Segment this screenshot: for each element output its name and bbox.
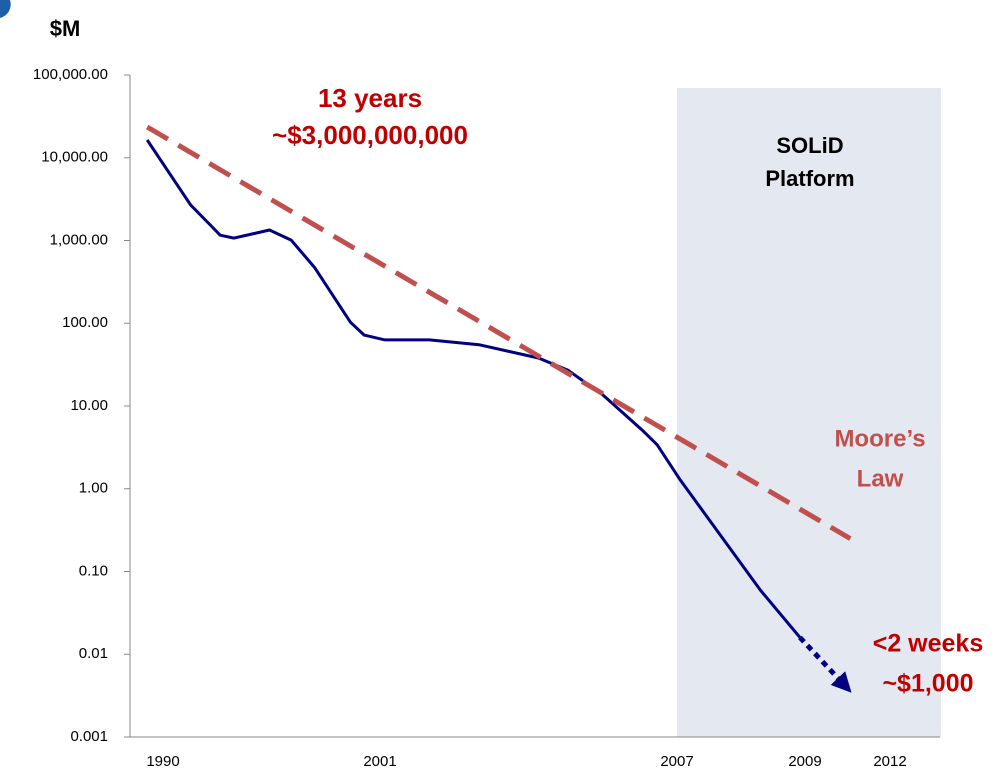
y-tick-label: 100.00: [62, 314, 108, 331]
x-tick-label: 1990: [146, 753, 179, 770]
annotation: ~$3,000,000,000: [272, 120, 468, 150]
x-tick-label: 2001: [363, 753, 396, 770]
y-tick-label: 10,000.00: [41, 149, 108, 166]
annotation: Law: [857, 465, 904, 492]
corner-decoration: [0, 0, 11, 18]
y-tick-label: 0.10: [79, 562, 108, 579]
annotation: ~$1,000: [882, 670, 973, 698]
y-tick-label: 100,000.00: [33, 66, 108, 83]
y-tick-label: 1.00: [79, 480, 108, 497]
series-line: [145, 139, 802, 639]
annotation: 13 years: [318, 83, 422, 113]
annotation: <2 weeks: [873, 630, 984, 658]
y-tick-label: 0.001: [70, 728, 108, 745]
annotation: Moore’s: [834, 425, 925, 452]
x-tick-label: 2007: [660, 753, 693, 770]
y-tick-label: 1,000.00: [50, 231, 108, 248]
region-label: Platform: [765, 166, 854, 191]
series-line: [145, 124, 852, 541]
y-tick-label: 10.00: [70, 397, 108, 414]
y-axis-label: $M: [50, 16, 81, 41]
x-tick-label: 2009: [788, 753, 821, 770]
region-label: SOLiD: [776, 133, 843, 158]
y-tick-label: 0.01: [79, 645, 108, 662]
x-tick-label: 2012: [873, 753, 906, 770]
shaded-region: [677, 88, 941, 737]
